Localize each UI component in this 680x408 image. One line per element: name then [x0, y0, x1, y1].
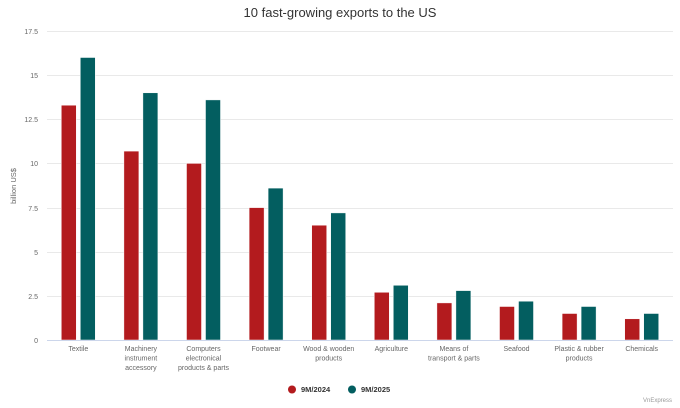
bar-9m-2024[interactable] [436, 302, 453, 341]
bar-9m-2024[interactable] [61, 104, 77, 341]
legend-label: 9M/2024 [301, 385, 331, 394]
x-category-label: Means of transport & parts [428, 346, 480, 363]
bar-9m-2025[interactable] [267, 187, 284, 341]
x-category-label: Seafood [503, 346, 529, 353]
bar-9m-2024[interactable] [248, 207, 265, 341]
x-category-label: Computers electronical products & parts [178, 346, 229, 372]
legend-label: 9M/2025 [361, 385, 390, 394]
y-tick-label: 5 [34, 250, 38, 257]
y-tick-label: 7.5 [28, 206, 38, 213]
bar-9m-2025[interactable] [393, 285, 409, 341]
credit-text: VnExpress [643, 398, 672, 404]
y-axis-ticks: 0 2.5 5 7.5 10 12.5 15 17.5 [24, 29, 38, 345]
y-tick-label: 12.5 [24, 117, 38, 124]
y-tick-label: 17.5 [24, 29, 38, 36]
bar-9m-2024[interactable] [374, 292, 390, 341]
legend-marker [288, 385, 296, 394]
x-category-label: Plastic & rubber products [554, 346, 604, 363]
bar-9m-2024[interactable] [186, 163, 202, 341]
bar-9m-2024[interactable] [123, 150, 140, 341]
bar-9m-2024[interactable] [499, 306, 515, 341]
bar-9m-2025[interactable] [518, 300, 534, 341]
bar-9m-2025[interactable] [580, 306, 597, 341]
bar-9m-2025[interactable] [643, 313, 659, 341]
legend: 9M/2024 9M/2025 [288, 385, 390, 394]
x-axis-category-labels: Textile Machinery instrument accessory Compu… [68, 346, 658, 372]
y-axis-label: billion US$ [9, 167, 18, 204]
chart-title: 10 fast-growing exports to the US [244, 5, 437, 20]
y-tick-label: 10 [30, 161, 38, 168]
legend-marker [348, 385, 356, 394]
gridlines [47, 31, 673, 297]
bar-9m-2024[interactable] [624, 318, 640, 341]
bars [61, 57, 659, 341]
bar-9m-2025[interactable] [80, 57, 96, 341]
y-tick-label: 15 [30, 73, 38, 80]
bar-9m-2024[interactable] [311, 224, 327, 341]
x-category-label: Footwear [252, 346, 282, 353]
x-category-label: Textile [68, 346, 88, 353]
bar-9m-2025[interactable] [330, 212, 346, 341]
y-tick-label: 0 [34, 338, 38, 345]
bar-9m-2025[interactable] [455, 290, 472, 341]
legend-item[interactable]: 9M/2024 [288, 385, 331, 394]
bar-9m-2025[interactable] [142, 92, 159, 341]
legend-item[interactable]: 9M/2025 [348, 385, 390, 394]
x-category-label: Agriculture [375, 346, 409, 353]
x-category-label: Wood & wooden products [303, 346, 354, 363]
bar-9m-2025[interactable] [205, 99, 221, 341]
y-tick-label: 2.5 [28, 294, 38, 301]
bar-9m-2024[interactable] [561, 313, 578, 341]
x-category-label: Machinery instrument accessory [125, 346, 158, 372]
x-category-label: Chemicals [625, 346, 658, 353]
